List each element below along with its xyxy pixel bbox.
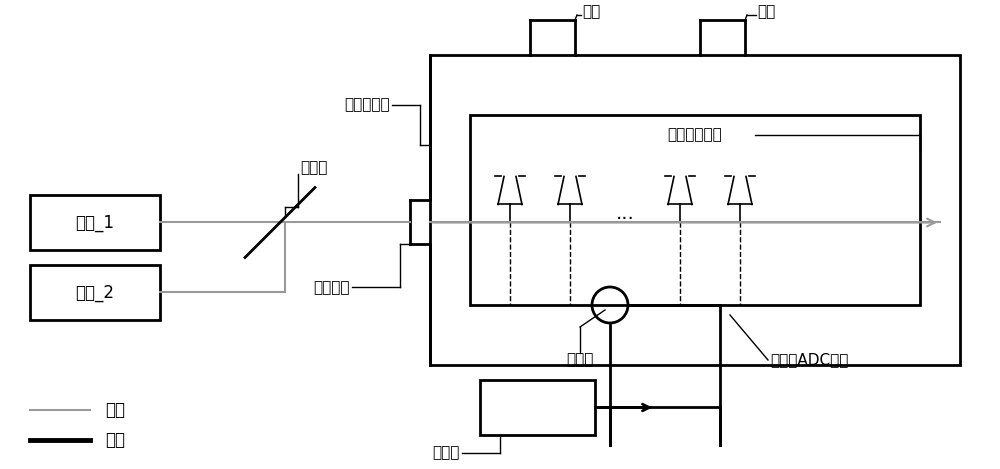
Text: 出气: 出气 [758, 5, 776, 20]
Text: 光梳_2: 光梳_2 [76, 283, 114, 302]
Text: 光梳_1: 光梳_1 [76, 213, 114, 232]
Text: 光声气体池: 光声气体池 [344, 98, 390, 113]
Bar [430, 55, 960, 365]
Bar [470, 115, 920, 305]
Text: 音叉接收器组: 音叉接收器组 [668, 128, 722, 143]
Text: 电路: 电路 [105, 431, 125, 449]
Text: 合束器: 合束器 [300, 160, 327, 175]
Text: 多通道ADC单元: 多通道ADC单元 [770, 353, 848, 368]
Text: 频谱仪: 频谱仪 [433, 446, 460, 461]
Bar [480, 380, 595, 435]
Text: 光路: 光路 [105, 401, 125, 419]
Bar [30, 195, 160, 250]
Text: 进气: 进气 [582, 5, 601, 20]
Text: 通光窗口: 通光窗口 [314, 280, 350, 295]
Text: 共振管: 共振管 [566, 353, 594, 368]
Text: ...: ... [616, 204, 634, 223]
Bar [30, 265, 160, 320]
